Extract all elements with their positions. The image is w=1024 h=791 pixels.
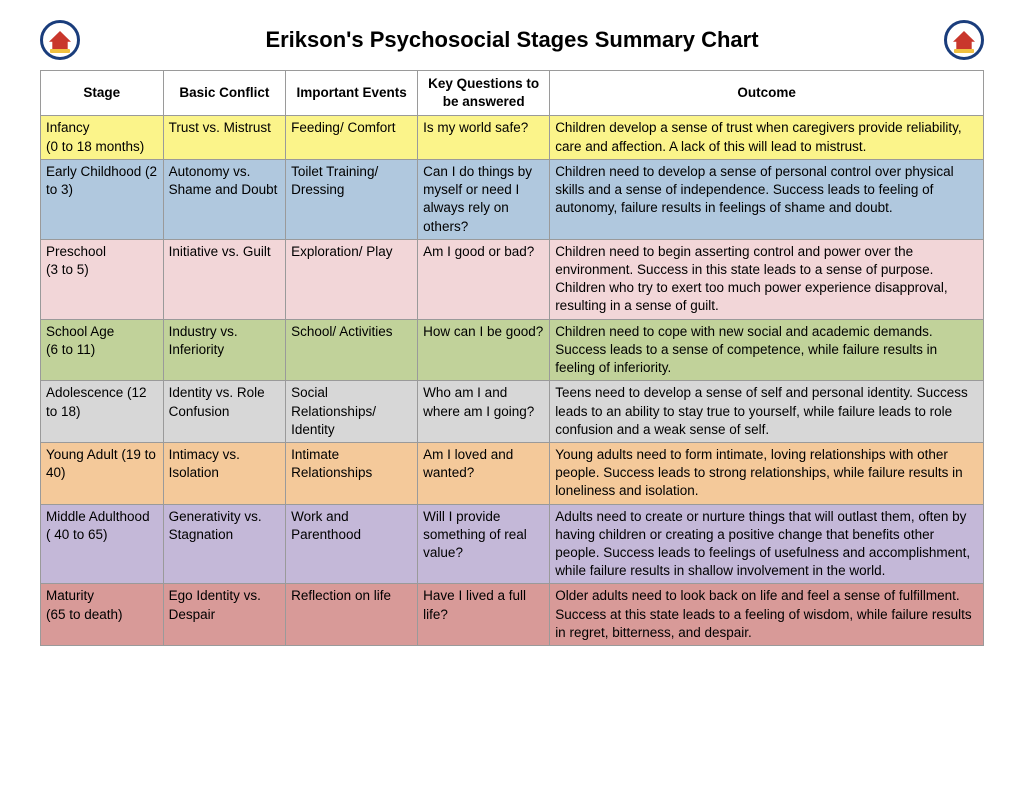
cell-events: Feeding/ Comfort <box>286 116 418 159</box>
table-header-row: Stage Basic Conflict Important Events Ke… <box>41 71 984 116</box>
table-row: Maturity(65 to death)Ego Identity vs. De… <box>41 584 984 646</box>
cell-stage: Infancy(0 to 18 months) <box>41 116 164 159</box>
cell-questions: Have I lived a full life? <box>418 584 550 646</box>
table-row: Middle Adulthood ( 40 to 65)Generativity… <box>41 504 984 584</box>
cell-conflict: Identity vs. Role Confusion <box>163 381 286 443</box>
cell-questions: Can I do things by myself or need I alwa… <box>418 159 550 239</box>
cell-questions: Who am I and where am I going? <box>418 381 550 443</box>
cell-events: School/ Activities <box>286 319 418 381</box>
col-header-stage: Stage <box>41 71 164 116</box>
table-row: Early Childhood (2 to 3)Autonomy vs. Sha… <box>41 159 984 239</box>
cell-outcome: Teens need to develop a sense of self an… <box>550 381 984 443</box>
cell-questions: Will I provide something of real value? <box>418 504 550 584</box>
cell-questions: How can I be good? <box>418 319 550 381</box>
cell-questions: Am I good or bad? <box>418 239 550 319</box>
cell-conflict: Intimacy vs. Isolation <box>163 442 286 504</box>
cell-outcome: Young adults need to form intimate, lovi… <box>550 442 984 504</box>
cell-outcome: Children need to cope with new social an… <box>550 319 984 381</box>
col-header-events: Important Events <box>286 71 418 116</box>
cell-questions: Am I loved and wanted? <box>418 442 550 504</box>
table-row: Adolescence (12 to 18)Identity vs. Role … <box>41 381 984 443</box>
table-row: Infancy(0 to 18 months)Trust vs. Mistrus… <box>41 116 984 159</box>
cell-stage: Preschool(3 to 5) <box>41 239 164 319</box>
cell-outcome: Children develop a sense of trust when c… <box>550 116 984 159</box>
cell-conflict: Industry vs. Inferiority <box>163 319 286 381</box>
table-row: Young Adult (19 to 40)Intimacy vs. Isola… <box>41 442 984 504</box>
cell-conflict: Initiative vs. Guilt <box>163 239 286 319</box>
table-row: School Age(6 to 11)Industry vs. Inferior… <box>41 319 984 381</box>
col-header-outcome: Outcome <box>550 71 984 116</box>
cell-conflict: Ego Identity vs. Despair <box>163 584 286 646</box>
cell-events: Social Relationships/ Identity <box>286 381 418 443</box>
cell-stage: Early Childhood (2 to 3) <box>41 159 164 239</box>
cell-outcome: Adults need to create or nurture things … <box>550 504 984 584</box>
col-header-conflict: Basic Conflict <box>163 71 286 116</box>
table-row: Preschool(3 to 5)Initiative vs. GuiltExp… <box>41 239 984 319</box>
cell-stage: Young Adult (19 to 40) <box>41 442 164 504</box>
page-header: Erikson's Psychosocial Stages Summary Ch… <box>40 20 984 60</box>
cell-conflict: Generativity vs. Stagnation <box>163 504 286 584</box>
cell-stage: Adolescence (12 to 18) <box>41 381 164 443</box>
logo-left <box>40 20 80 60</box>
cell-events: Exploration/ Play <box>286 239 418 319</box>
cell-events: Work and Parenthood <box>286 504 418 584</box>
cell-events: Reflection on life <box>286 584 418 646</box>
col-header-questions: Key Questions to be answered <box>418 71 550 116</box>
cell-outcome: Older adults need to look back on life a… <box>550 584 984 646</box>
cell-outcome: Children need to begin asserting control… <box>550 239 984 319</box>
page-title: Erikson's Psychosocial Stages Summary Ch… <box>80 27 944 53</box>
cell-stage: School Age(6 to 11) <box>41 319 164 381</box>
logo-right <box>944 20 984 60</box>
cell-stage: Middle Adulthood ( 40 to 65) <box>41 504 164 584</box>
stages-table: Stage Basic Conflict Important Events Ke… <box>40 70 984 646</box>
cell-questions: Is my world safe? <box>418 116 550 159</box>
cell-events: Intimate Relationships <box>286 442 418 504</box>
cell-conflict: Trust vs. Mistrust <box>163 116 286 159</box>
cell-events: Toilet Training/ Dressing <box>286 159 418 239</box>
cell-conflict: Autonomy vs. Shame and Doubt <box>163 159 286 239</box>
cell-stage: Maturity(65 to death) <box>41 584 164 646</box>
cell-outcome: Children need to develop a sense of pers… <box>550 159 984 239</box>
